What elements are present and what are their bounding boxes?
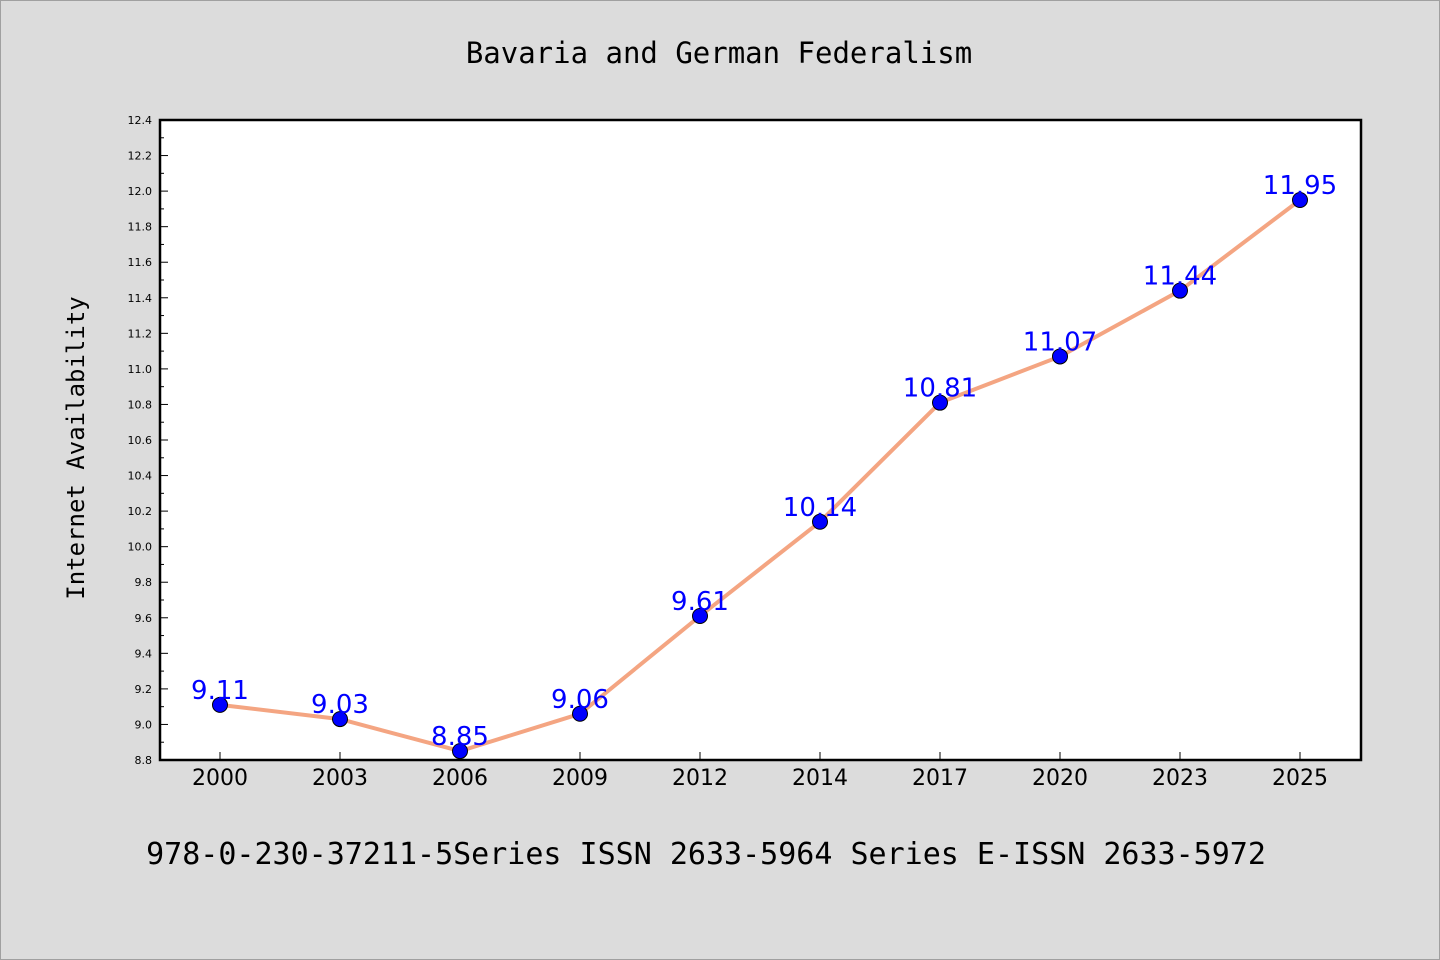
y-tick-label: 12.4 [128, 114, 153, 127]
chart-title: Bavaria and German Federalism [466, 36, 972, 70]
data-label: 8.85 [431, 722, 489, 752]
y-tick-label: 8.8 [135, 754, 153, 767]
x-tick-label: 2009 [552, 766, 608, 791]
x-tick-label: 2006 [432, 766, 488, 791]
y-tick-label: 9.0 [135, 718, 153, 731]
data-point-marker [332, 711, 348, 728]
y-axis: 8.8 9.0 9.2 9.4 9.6 9.8 10.0 10.2 10.4 10.6 10.8 11… [128, 114, 168, 767]
y-tick-label: 12.2 [128, 150, 153, 163]
data-label: 10.14 [783, 493, 857, 523]
data-point-marker [812, 513, 828, 530]
y-tick-label: 9.4 [135, 647, 153, 660]
data-label: 11.44 [1143, 262, 1217, 292]
y-tick-label: 10.2 [128, 505, 153, 518]
x-tick-label: 2014 [792, 766, 848, 791]
data-point-marker [572, 705, 588, 722]
x-tick-label: 2020 [1032, 766, 1088, 791]
x-tick-label: 2003 [312, 766, 368, 791]
data-point-marker [452, 743, 468, 760]
x-tick-label: 2000 [192, 766, 248, 791]
series-line [218, 198, 1302, 754]
data-label: 9.61 [671, 587, 729, 617]
y-tick-label: 10.0 [128, 541, 153, 554]
data-point-marker [212, 696, 228, 713]
y-tick-label: 11.2 [128, 327, 153, 340]
data-label: 11.07 [1023, 327, 1097, 357]
data-point-marker [1172, 282, 1188, 299]
x-tick-label: 2025 [1272, 766, 1328, 791]
data-label: 10.81 [903, 374, 977, 404]
data-label: 9.06 [551, 685, 609, 715]
y-tick-label: 11.0 [128, 363, 153, 376]
plot-area [158, 118, 1363, 762]
y-tick-label: 11.4 [128, 292, 153, 305]
series-group: 9.11 9.03 8.85 9.06 9.61 10.14 10.81 11.07 11.44… [191, 171, 1337, 760]
y-tick-label: 9.8 [135, 576, 153, 589]
x-tick-label: 2012 [672, 766, 728, 791]
y-tick-label: 10.4 [128, 470, 153, 483]
data-label: 9.11 [191, 676, 249, 706]
footer-isbn-issn: 978-0-230-37211-5Series ISSN 2633-5964 S… [146, 837, 1266, 872]
y-axis-label: Internet Availability [62, 296, 90, 599]
x-tick-label: 2017 [912, 766, 968, 791]
y-tick-label: 9.6 [135, 612, 153, 625]
y-tick-label: 10.6 [128, 434, 153, 447]
y-tick-label: 12.0 [128, 185, 153, 198]
x-axis: 2000 2003 2006 2009 2012 2014 2017 2020 2023 2025 [192, 752, 1328, 791]
data-point-marker [692, 608, 708, 624]
y-tick-label: 11.8 [128, 221, 153, 234]
y-tick-label: 9.2 [135, 683, 153, 696]
x-tick-label: 2023 [1152, 766, 1208, 791]
data-label: 9.03 [311, 690, 369, 720]
data-point-marker [1292, 192, 1308, 208]
y-tick-label: 11.6 [128, 256, 153, 269]
data-label: 11.95 [1263, 171, 1337, 201]
y-tick-label: 10.8 [128, 398, 153, 411]
data-point-marker [932, 394, 948, 411]
data-point-marker [1052, 348, 1068, 365]
